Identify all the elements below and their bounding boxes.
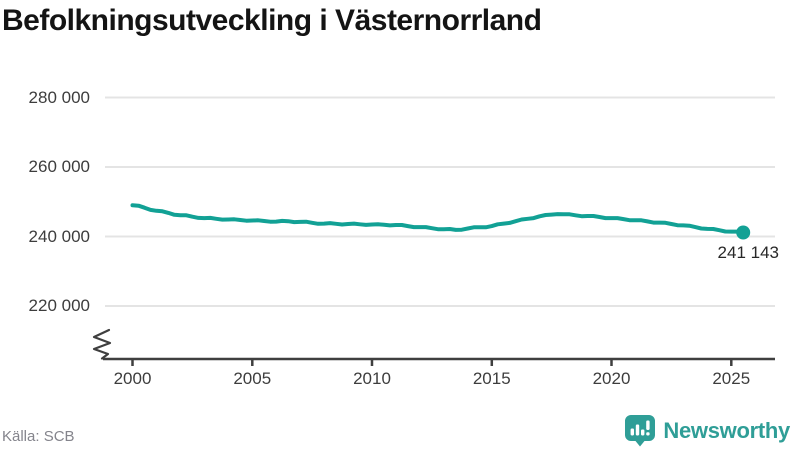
x-tick-label: 2005 (233, 369, 272, 388)
x-tick-label: 2000 (113, 369, 152, 388)
source-label: Källa: SCB (2, 428, 75, 445)
newsworthy-logo: Newsworthy (624, 414, 790, 447)
y-tick-label: 260 000 (28, 157, 90, 176)
x-tick-label: 2025 (712, 369, 751, 388)
x-tick-label: 2020 (592, 369, 631, 388)
newsworthy-wordmark: Newsworthy (663, 417, 790, 443)
y-tick-label: 280 000 (28, 87, 90, 107)
axis-break-icon (92, 328, 112, 360)
x-tick-label: 2015 (472, 369, 511, 388)
chart-title: Befolkningsutveckling i Västernorrland (2, 4, 542, 37)
end-value-label: 241 143 (717, 243, 779, 262)
newsworthy-icon (625, 415, 656, 447)
y-tick-label: 240 000 (28, 226, 90, 246)
end-point-marker (736, 225, 751, 240)
y-tick-label: 220 000 (28, 296, 90, 315)
population-line (130, 203, 746, 235)
x-tick-label: 2010 (353, 369, 391, 388)
